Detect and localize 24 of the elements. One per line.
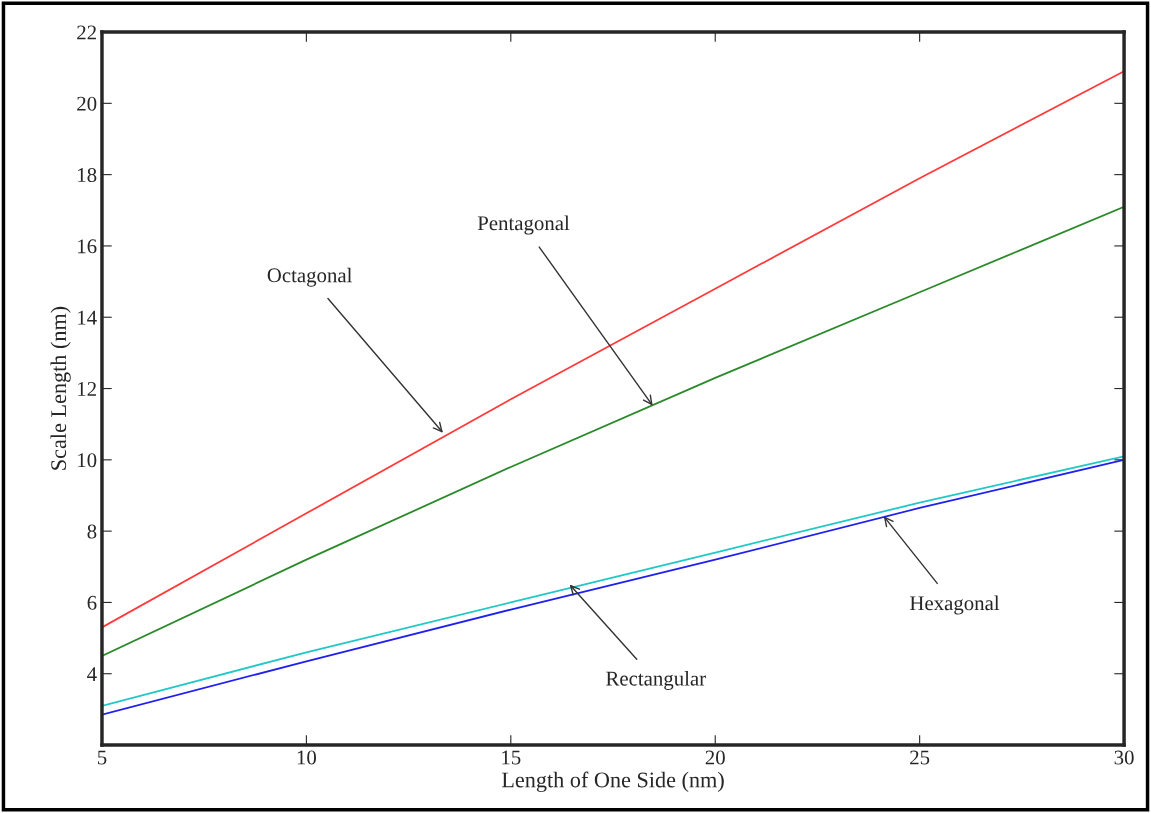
y-tick-label: 6	[87, 595, 97, 610]
annotation: Hexagonal	[909, 595, 1000, 615]
annotation: Octagonal	[267, 267, 352, 287]
x-tick-label: 20	[705, 750, 725, 765]
x-tick-label: 10	[297, 750, 317, 765]
x-tick-label: 5	[97, 750, 107, 765]
x-axis-title: Length of One Side (nm)	[501, 771, 724, 793]
x-tick-label: 15	[502, 750, 521, 765]
x-tick-label: 25	[910, 750, 930, 765]
annotation: Rectangular	[606, 670, 706, 690]
y-tick-label: 12	[78, 381, 96, 396]
line-series	[101, 205, 1125, 657]
y-tick-label: 16	[78, 239, 97, 254]
y-tick-label: 14	[78, 310, 97, 325]
line-series	[101, 70, 1125, 629]
annotation: Pentagonal	[477, 215, 570, 235]
y-axis-title: Scale Length (nm)	[50, 306, 71, 470]
y-tick-label: 22	[77, 25, 96, 40]
y-tick-label: 20	[77, 96, 97, 111]
y-tick-label: 18	[78, 168, 97, 183]
x-tick-label: 30	[1114, 750, 1134, 765]
y-tick-label: 10	[78, 453, 97, 468]
y-tick-label: 4	[87, 667, 97, 681]
y-tick-label: 8	[87, 524, 97, 539]
